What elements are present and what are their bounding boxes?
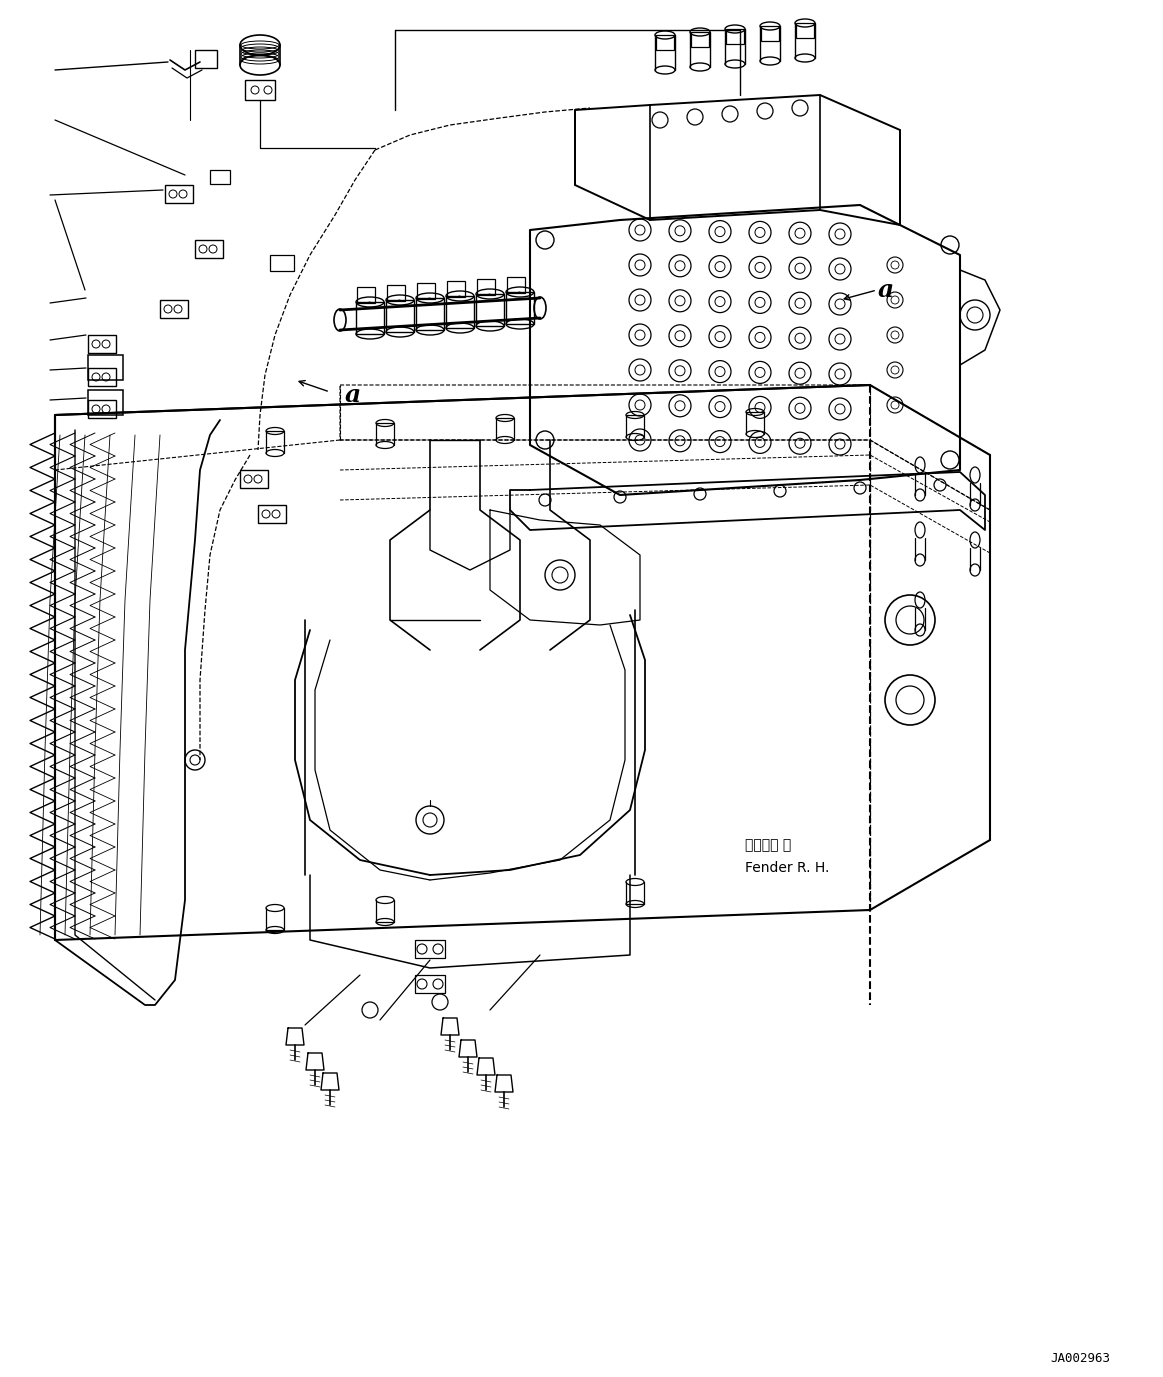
Bar: [415, 940, 445, 958]
Text: Fender R. H.: Fender R. H.: [745, 861, 829, 874]
Bar: [447, 281, 465, 297]
Bar: [88, 335, 116, 353]
Bar: [270, 255, 294, 271]
Bar: [195, 50, 217, 67]
Bar: [386, 300, 414, 332]
Bar: [795, 23, 814, 39]
Text: a: a: [878, 278, 894, 302]
Bar: [88, 368, 116, 386]
Bar: [476, 295, 504, 326]
Bar: [88, 399, 116, 419]
Bar: [761, 26, 779, 41]
Text: a: a: [345, 383, 362, 408]
Bar: [245, 80, 274, 101]
Bar: [387, 285, 405, 302]
Bar: [726, 29, 744, 44]
Bar: [356, 302, 384, 335]
Bar: [88, 390, 123, 414]
Bar: [507, 277, 525, 293]
Bar: [445, 296, 475, 328]
Bar: [416, 297, 444, 330]
Bar: [691, 32, 709, 47]
Bar: [258, 505, 286, 523]
Bar: [165, 185, 193, 202]
Bar: [418, 284, 435, 299]
Bar: [656, 34, 675, 50]
Bar: [240, 470, 267, 487]
Bar: [477, 280, 495, 295]
Bar: [160, 300, 188, 318]
Bar: [357, 286, 374, 303]
Text: フェンダ 右: フェンダ 右: [745, 839, 791, 852]
Bar: [415, 975, 445, 993]
Text: JA002963: JA002963: [1050, 1351, 1110, 1365]
Bar: [88, 355, 123, 380]
Bar: [195, 240, 223, 257]
Bar: [211, 169, 230, 185]
Bar: [506, 292, 534, 324]
